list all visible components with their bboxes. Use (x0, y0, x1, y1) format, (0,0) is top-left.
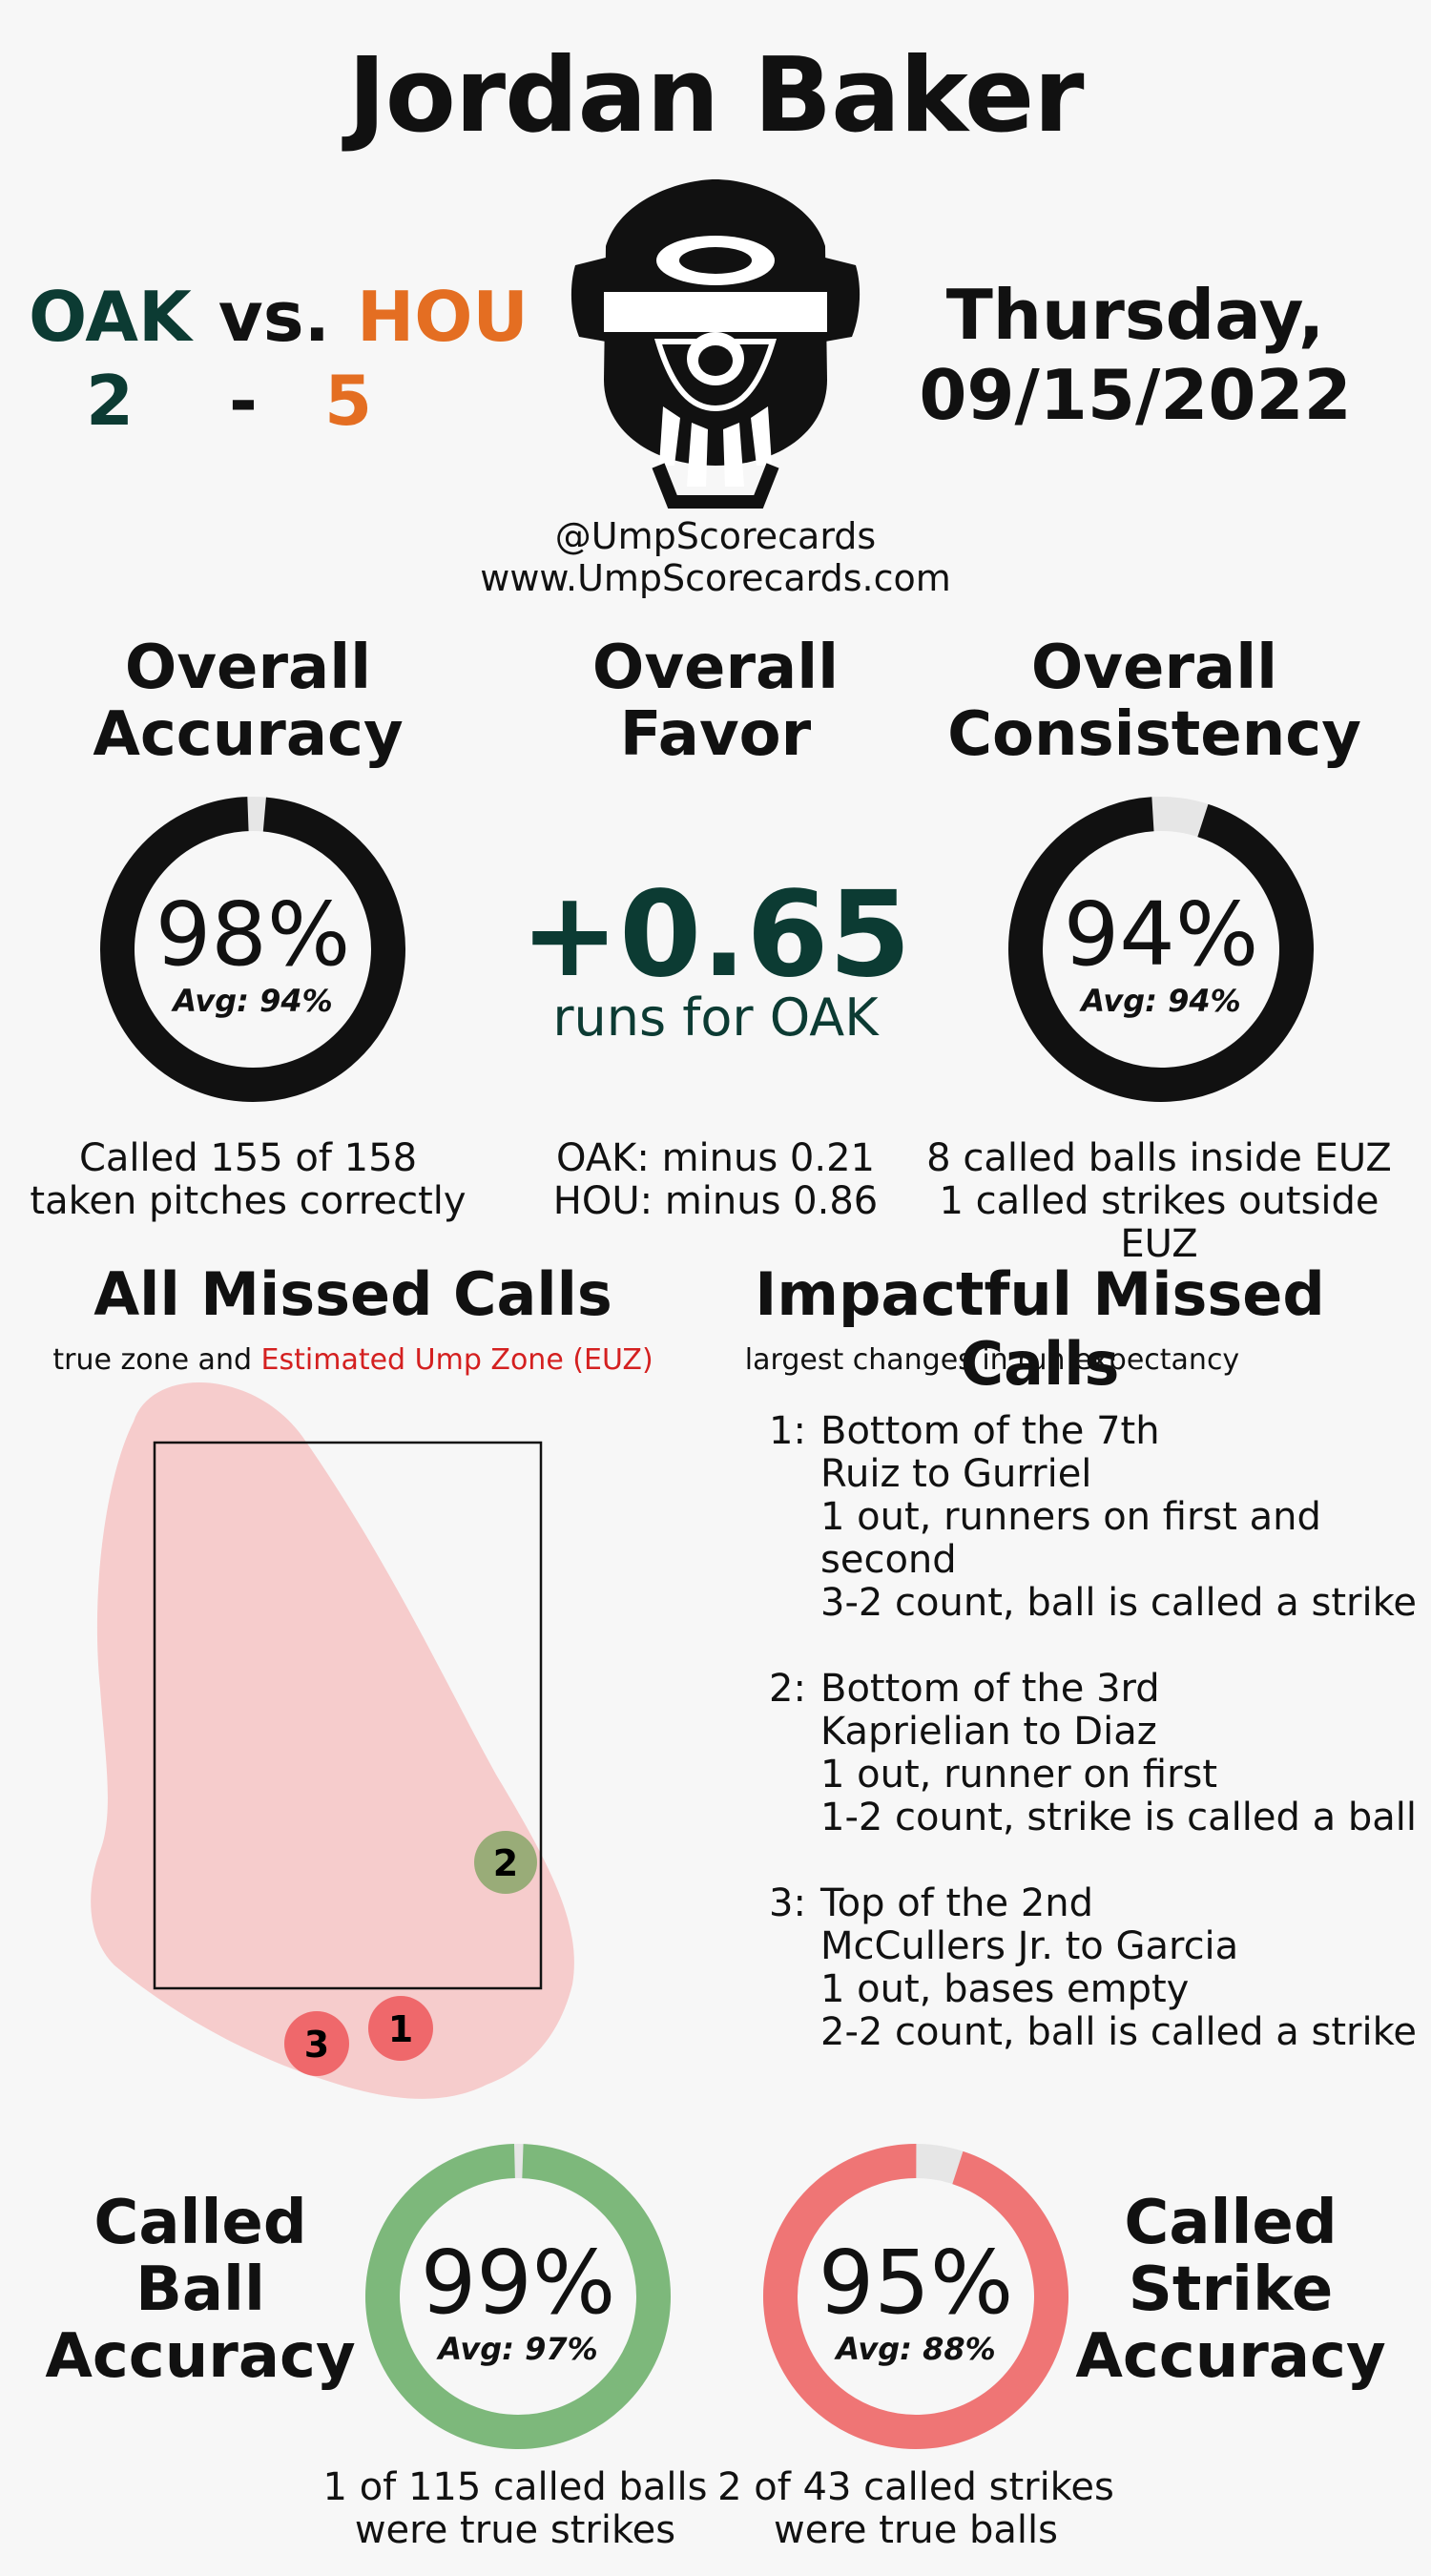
svg-text:3: 3 (304, 2024, 329, 2066)
impactful-missed-calls-header: Impactful Missed Calls (755, 1259, 1325, 1399)
game-day: Thursday, (945, 275, 1325, 355)
missed-call-marker-2: 2 (474, 1831, 537, 1894)
called-strike-accuracy-donut (763, 2144, 1068, 2449)
called-strike-accuracy-header: Called Strike Accuracy (1075, 2188, 1386, 2392)
overall-accuracy-desc: Called 155 of 158 taken pitches correctl… (30, 1136, 467, 1223)
overall-favor-sub: runs for OAK (552, 987, 879, 1048)
impactful-missed-calls-list: 1: Bottom of the 7th Ruiz to Gurriel 1 o… (769, 1410, 1418, 2097)
score-dash: - (229, 361, 258, 441)
svg-text:2: 2 (493, 1842, 518, 1884)
home-score: 5 (323, 361, 373, 441)
all-missed-calls-header: All Missed Calls (93, 1259, 612, 1329)
missed-call-marker-3: 3 (284, 2011, 349, 2076)
overall-consistency-value: 94% (1063, 883, 1259, 986)
overall-accuracy-value: 98% (155, 883, 351, 986)
called-ball-accuracy-avg: Avg: 97% (438, 2331, 598, 2367)
away-score: 2 (85, 361, 135, 441)
game-date: Thursday, 09/15/2022 (887, 275, 1383, 435)
missed-call-marker-1: 1 (368, 1996, 433, 2061)
list-item: 3: Top of the 2nd McCullers Jr. to Garci… (769, 1881, 1417, 2054)
called-ball-accuracy-header: Called Ball Accuracy (45, 2188, 356, 2392)
called-ball-accuracy-donut (365, 2144, 671, 2449)
overall-accuracy-avg: Avg: 94% (173, 983, 333, 1019)
overall-favor-desc: OAK: minus 0.21 HOU: minus 0.86 (552, 1136, 879, 1223)
overall-consistency-header: Overall Consistency (947, 633, 1361, 770)
overall-consistency-avg: Avg: 94% (1081, 983, 1241, 1019)
overall-favor-value: +0.65 (520, 866, 911, 1004)
called-strike-accuracy-desc: 2 of 43 called strikes were true balls (717, 2465, 1114, 2552)
strike-zone-plot: 2 1 3 (91, 1381, 574, 2099)
website-link[interactable]: www.UmpScorecards.com (480, 557, 951, 599)
overall-favor-header: Overall Favor (591, 633, 840, 770)
impactful-missed-calls-sub: largest changes in run expectancy (744, 1343, 1240, 1377)
away-team: OAK (29, 277, 192, 357)
overall-consistency-desc: 8 called balls inside EUZ 1 called strik… (926, 1136, 1392, 1266)
vs-label: vs. (218, 277, 330, 357)
overall-accuracy-donut (100, 797, 405, 1102)
called-strike-accuracy-value: 95% (818, 2232, 1014, 2334)
umpire-mask-icon (570, 179, 861, 509)
called-ball-accuracy-value: 99% (420, 2232, 616, 2334)
umpire-name: Jordan Baker (347, 36, 1085, 156)
true-strike-zone (153, 1441, 543, 1990)
twitter-handle[interactable]: @UmpScorecards (554, 515, 877, 557)
called-ball-accuracy-desc: 1 of 115 called balls were true strikes (322, 2465, 708, 2552)
list-item: 1: Bottom of the 7th Ruiz to Gurriel 1 o… (769, 1409, 1417, 1625)
all-missed-calls-sub: true zone and Estimated Ump Zone (EUZ) (52, 1343, 653, 1377)
called-strike-accuracy-avg: Avg: 88% (836, 2331, 996, 2367)
euz-region (91, 1381, 574, 2099)
svg-text:1: 1 (388, 2008, 413, 2050)
home-team: HOU (356, 277, 529, 357)
matchup: OAK vs. HOU 2 - 5 (29, 275, 529, 443)
euz-label: Estimated Ump Zone (EUZ) (260, 1343, 653, 1377)
overall-consistency-donut (1008, 797, 1314, 1102)
list-item: 2: Bottom of the 3rd Kaprielian to Diaz … (769, 1667, 1417, 1839)
overall-accuracy-header: Overall Accuracy (93, 633, 404, 770)
credits: @UmpScorecards www.UmpScorecards.com (0, 515, 1431, 599)
game-date-value: 09/15/2022 (919, 355, 1352, 435)
